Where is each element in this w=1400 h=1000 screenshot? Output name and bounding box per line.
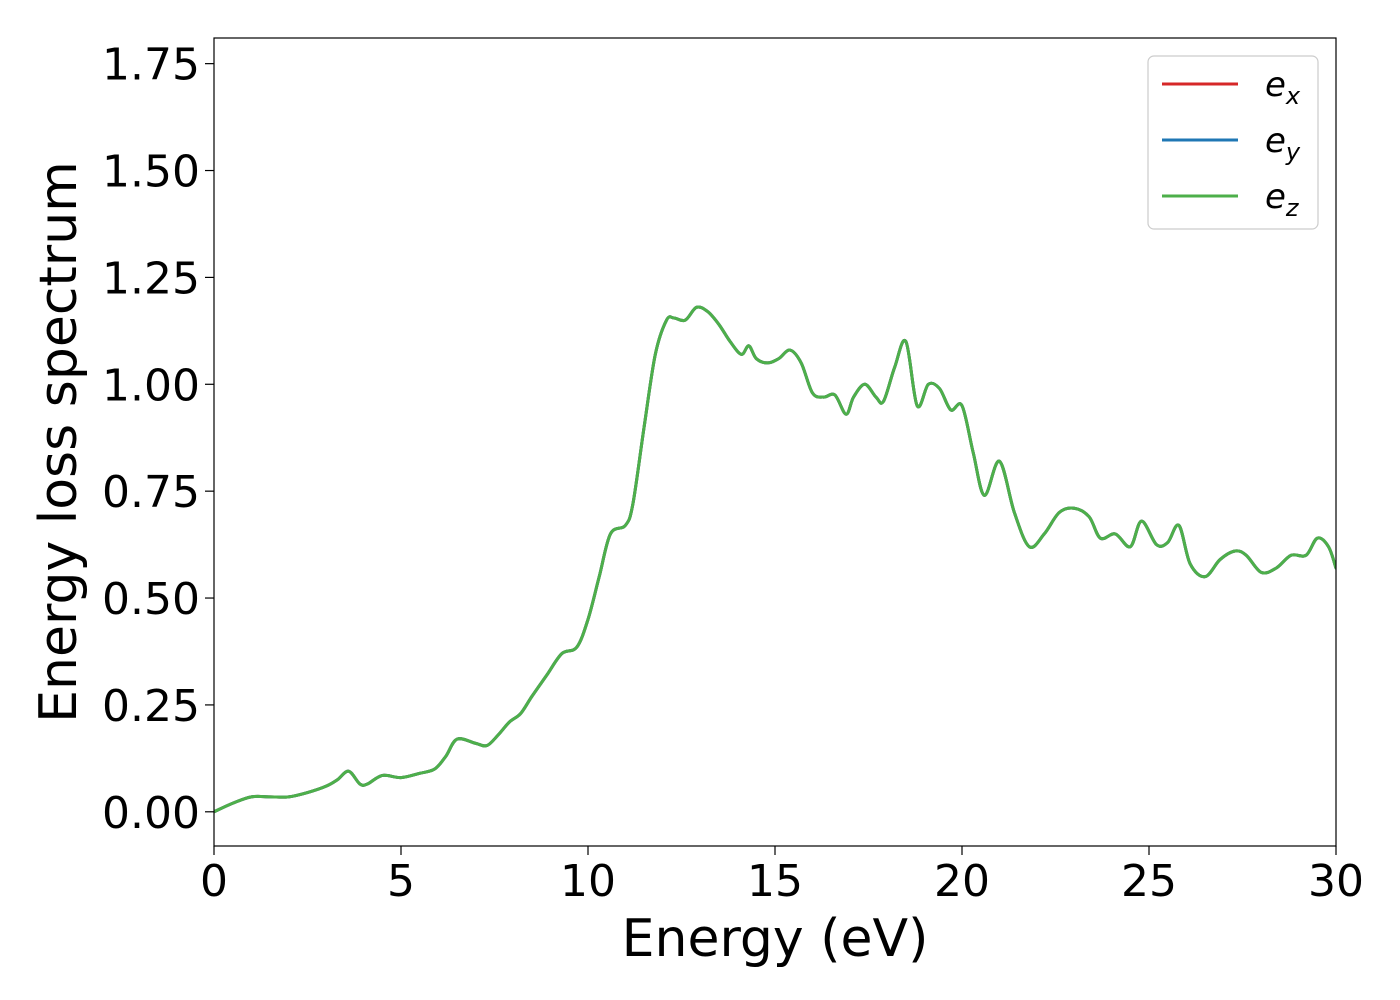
y-tick-label: 1.50 — [102, 147, 200, 198]
y-tick-label: 1.25 — [102, 253, 200, 304]
y-axis-label: Energy loss spectrum — [29, 161, 89, 723]
y-tick-label: 1.00 — [102, 360, 200, 411]
x-tick-label: 0 — [200, 856, 228, 907]
y-tick-label: 1.75 — [102, 40, 200, 91]
legend-label-e-x: ex — [1265, 65, 1301, 110]
legend-box — [1147, 55, 1319, 230]
x-axis-label: Energy (eV) — [622, 909, 929, 969]
series-layer — [214, 305, 1336, 814]
series-line-e-z — [214, 305, 1336, 814]
legend-label-e-z: ez — [1265, 177, 1300, 222]
x-tick-label: 30 — [1308, 856, 1364, 907]
y-tick-label: 0.00 — [102, 788, 200, 839]
x-axis-ticks: 0 5 10 15 20 25 30 — [200, 846, 1364, 907]
y-axis-ticks: 0.00 0.25 0.50 0.75 1.00 1.25 1.50 1.75 — [102, 40, 214, 839]
x-tick-label: 20 — [934, 856, 990, 907]
x-tick-label: 10 — [560, 856, 616, 907]
y-tick-label: 0.50 — [102, 574, 200, 625]
x-tick-label: 25 — [1121, 856, 1177, 907]
y-tick-label: 0.75 — [102, 467, 200, 518]
legend-label-e-y: ey — [1265, 121, 1301, 166]
x-tick-label: 15 — [747, 856, 803, 907]
y-tick-label: 0.25 — [102, 681, 200, 732]
legend: ex ey ez — [1147, 55, 1319, 230]
x-tick-label: 5 — [387, 856, 415, 907]
